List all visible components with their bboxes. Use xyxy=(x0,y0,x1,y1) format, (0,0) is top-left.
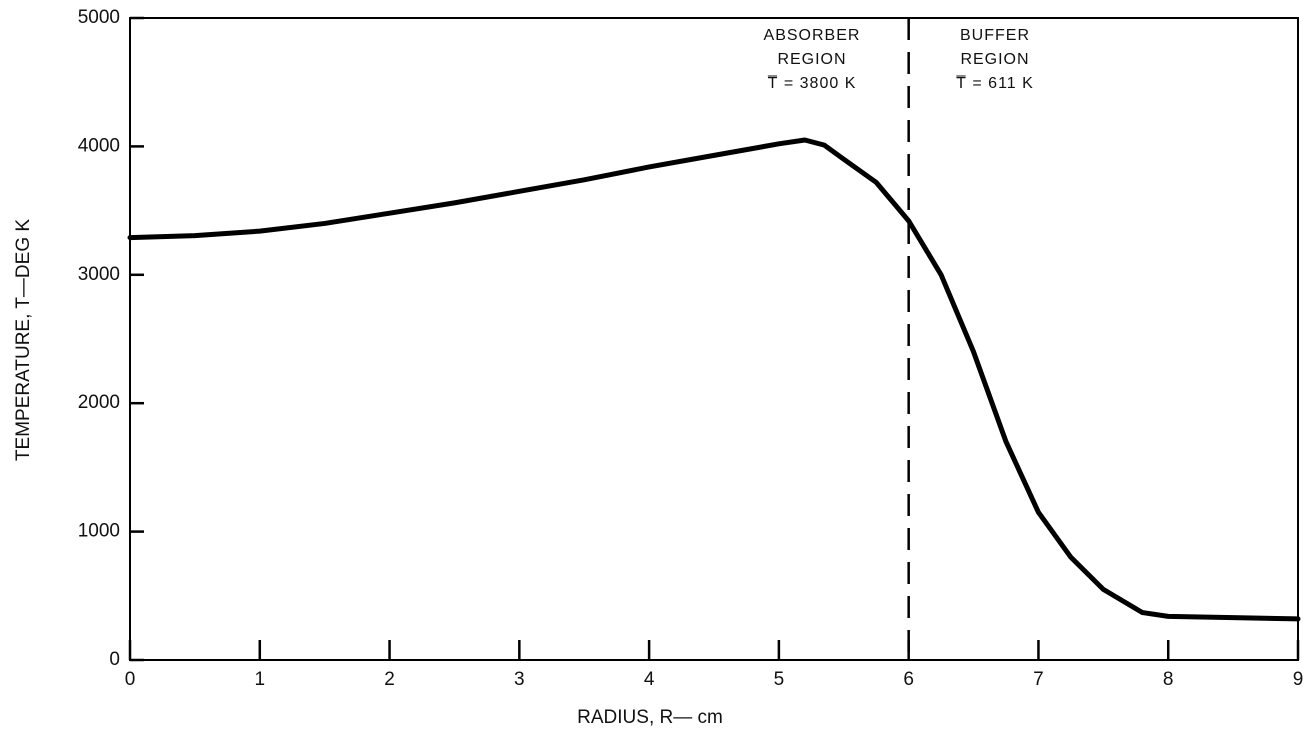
region-annotation: ABSORBER xyxy=(764,27,861,44)
y-tick-label: 4000 xyxy=(78,135,120,156)
x-tick-label: 6 xyxy=(903,669,914,690)
x-axis-label: RADIUS, R— cm xyxy=(577,707,723,728)
x-tick-label: 1 xyxy=(254,669,265,690)
y-axis-label: TEMPERATURE, T—DEG K xyxy=(13,219,34,461)
y-tick-label: 1000 xyxy=(78,521,120,542)
x-tick-label: 9 xyxy=(1293,669,1304,690)
y-tick-label: 5000 xyxy=(78,7,120,28)
plot-frame xyxy=(129,17,1299,661)
temperature-line xyxy=(127,137,1301,622)
x-tick-label: 3 xyxy=(514,669,525,690)
x-tick-label: 7 xyxy=(1033,669,1044,690)
y-tick-label: 0 xyxy=(109,649,120,670)
x-tick-label: 5 xyxy=(774,669,785,690)
y-tick-label: 3000 xyxy=(78,264,120,285)
region-annotation: REGION xyxy=(960,51,1029,68)
x-tick-label: 0 xyxy=(125,669,136,690)
region-annotation: BUFFER xyxy=(960,27,1030,44)
x-tick-label: 2 xyxy=(384,669,395,690)
x-tick-label: 4 xyxy=(644,669,655,690)
region-annotation: REGION xyxy=(777,51,846,68)
region-annotation: T̅ = 3800 K xyxy=(767,74,856,92)
x-tick-label: 8 xyxy=(1163,669,1174,690)
region-annotation: T̅ = 611 K xyxy=(956,74,1034,92)
y-tick-label: 2000 xyxy=(78,392,120,413)
